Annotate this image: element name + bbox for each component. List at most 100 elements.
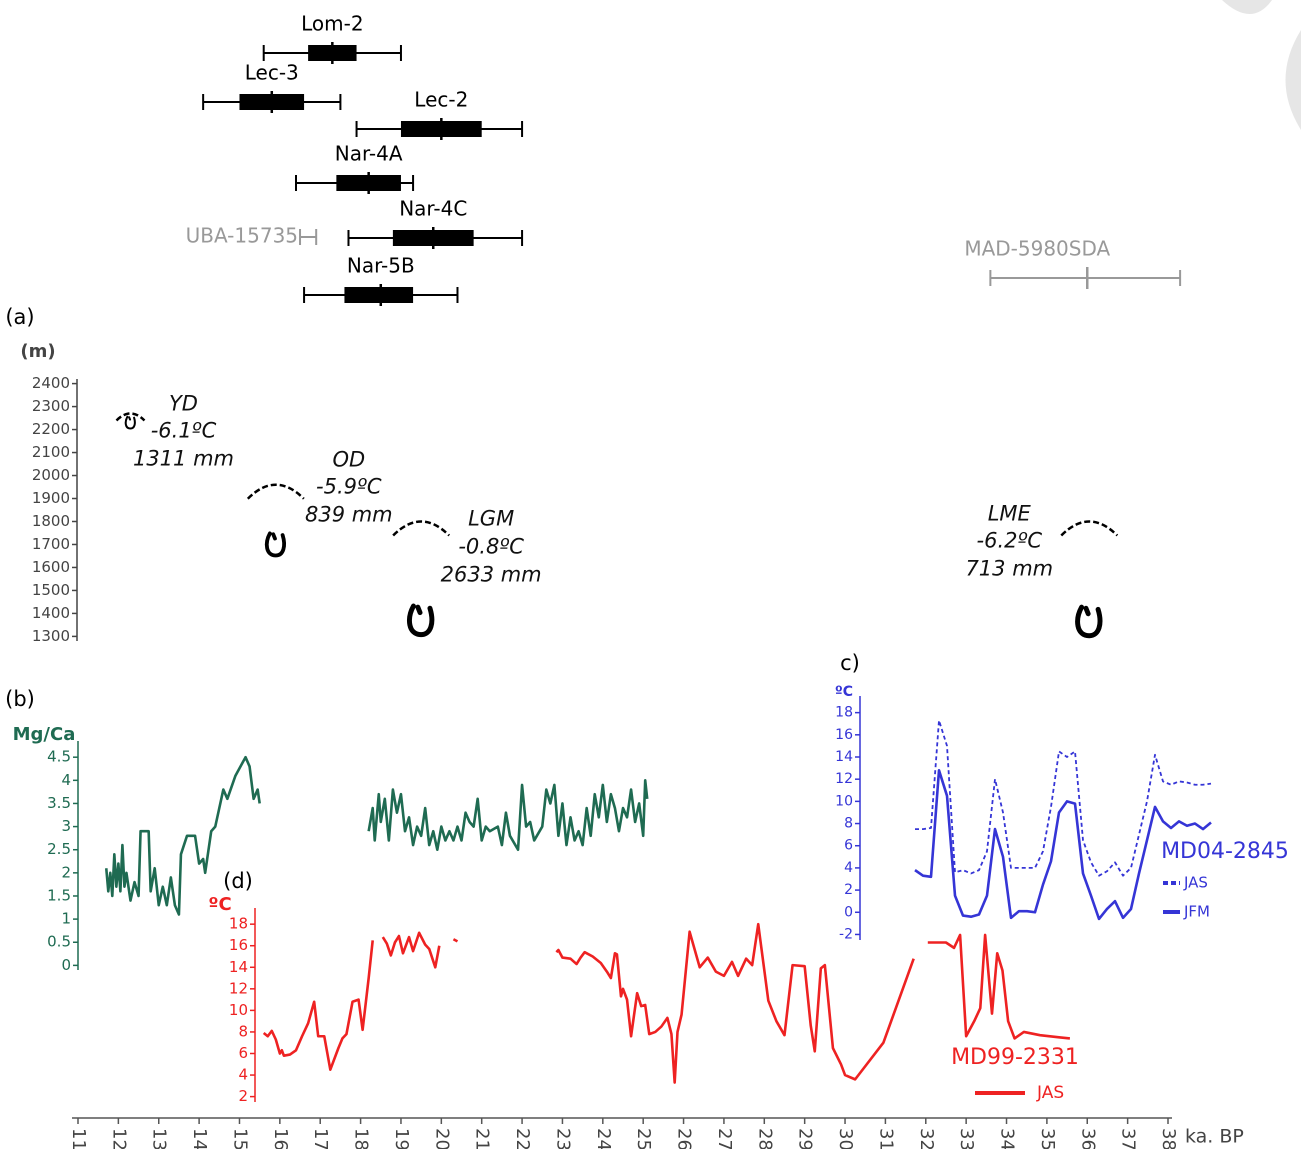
y-tick-label: 10 — [835, 793, 853, 809]
glacier-temp: -0.8ºC — [458, 534, 524, 558]
x-tick-label: 12 — [108, 1128, 129, 1149]
y-tick-label: 2 — [238, 1087, 248, 1105]
y-tick-label: 1800 — [32, 512, 70, 530]
glacier-temp: -6.1ºC — [151, 418, 217, 442]
x-tick-label: 18 — [351, 1128, 372, 1149]
y-axis-label: ºC — [835, 684, 853, 700]
data-line — [914, 769, 1212, 921]
y-tick-label: 4 — [844, 860, 853, 876]
glacier-name: LME — [988, 501, 1032, 525]
x-tick-label: 35 — [1037, 1128, 1058, 1149]
sample-label: Lec-3 — [245, 61, 299, 85]
x-tick-label: 19 — [391, 1128, 412, 1149]
x-tick-label: 38 — [1158, 1128, 1179, 1149]
corner-decoration — [1285, 30, 1301, 130]
y-tick-label: 4 — [238, 1066, 248, 1084]
y-tick-label: 1700 — [32, 535, 70, 553]
glacier-icon — [124, 415, 136, 430]
x-tick-label: 34 — [997, 1128, 1018, 1149]
y-tick-label: 0 — [844, 904, 853, 920]
x-tick-label: 20 — [431, 1128, 452, 1149]
y-tick-label: 14 — [835, 749, 853, 765]
corner-decoration — [1222, 0, 1272, 14]
glacier-name: LGM — [468, 506, 514, 530]
y-tick-label: 2100 — [32, 443, 70, 461]
legend-label: JAS — [1036, 1083, 1064, 1103]
y-tick-label: 16 — [229, 936, 248, 954]
x-tick-label: 17 — [310, 1128, 331, 1149]
glacier-temp: -5.9ºC — [316, 475, 382, 499]
y-tick-label: 2 — [844, 882, 853, 898]
legend-label: JAS — [1183, 874, 1208, 892]
x-tick-label: 11 — [68, 1128, 89, 1149]
glacier-precip: 839 mm — [305, 503, 393, 527]
data-line — [915, 719, 1212, 877]
x-tick-label: 27 — [714, 1128, 735, 1149]
y-tick-label: 1900 — [32, 489, 70, 507]
sample-label: Lec-2 — [414, 88, 468, 112]
dataset-title: MD99-2331 — [951, 1045, 1079, 1070]
y-tick-label: 1500 — [32, 581, 70, 599]
sample-label: Lom-2 — [301, 12, 363, 36]
x-tick-label: 22 — [512, 1128, 533, 1149]
y-tick-label: 8 — [844, 816, 853, 832]
y-tick-label: 0 — [61, 956, 71, 974]
x-tick-label: 16 — [270, 1128, 291, 1149]
y-tick-label: 2300 — [32, 397, 70, 415]
y-tick-label: 1600 — [32, 558, 70, 576]
x-tick-label: 33 — [956, 1128, 977, 1149]
y-tick-label: 14 — [229, 958, 248, 976]
y-tick-label: 18 — [835, 705, 853, 721]
data-line — [104, 755, 649, 916]
y-tick-label: -2 — [839, 926, 853, 942]
x-tick-label: 23 — [552, 1128, 573, 1149]
y-tick-label: 1 — [61, 910, 71, 928]
glacier-icon — [264, 531, 286, 558]
x-tick-label: 37 — [1118, 1128, 1139, 1149]
x-tick-label: 24 — [593, 1128, 614, 1149]
y-tick-label: 3 — [61, 817, 71, 835]
glacier-precip: 713 mm — [965, 556, 1053, 580]
x-tick-label: 31 — [875, 1128, 896, 1149]
glacier-precip: 2633 mm — [441, 562, 542, 586]
x-tick-label: 26 — [674, 1128, 695, 1149]
y-tick-label: 2 — [61, 863, 71, 881]
x-tick-label: 28 — [754, 1128, 775, 1149]
x-tick-label: 13 — [149, 1128, 170, 1149]
x-tick-label: 29 — [795, 1128, 816, 1149]
y-tick-label: 4 — [61, 771, 71, 789]
y-tick-label: 16 — [835, 727, 853, 743]
sample-label: Nar-4C — [399, 197, 467, 221]
ela-arc — [1060, 520, 1119, 537]
y-tick-label: 1.5 — [47, 886, 71, 904]
y-tick-label: 1300 — [32, 627, 70, 645]
sample-label: MAD-5980SDA — [964, 237, 1110, 261]
y-axis-label: (m) — [20, 341, 55, 362]
x-tick-label: 21 — [472, 1128, 493, 1149]
glacier-precip: 1311 mm — [133, 446, 234, 470]
ela-arc — [392, 520, 451, 537]
y-axis-label: Mg/Ca — [13, 724, 76, 745]
y-tick-label: 3.5 — [47, 794, 71, 812]
x-tick-label: 14 — [189, 1128, 210, 1149]
glacier-icon — [1075, 604, 1103, 639]
y-tick-label: 2200 — [32, 420, 70, 438]
dataset-title: MD04-2845 — [1161, 839, 1289, 864]
y-tick-label: 4.5 — [47, 748, 71, 766]
glacier-name: YD — [169, 391, 198, 415]
glacier-name: OD — [332, 448, 365, 472]
x-tick-label: 32 — [916, 1128, 937, 1149]
panel-label: (a) — [5, 305, 34, 329]
y-tick-label: 2.5 — [47, 840, 71, 858]
x-tick-label: 30 — [835, 1128, 856, 1149]
x-axis-label: ka. BP — [1185, 1126, 1244, 1148]
y-tick-label: 6 — [844, 838, 853, 854]
x-tick-label: 36 — [1077, 1128, 1098, 1149]
y-tick-label: 10 — [229, 1001, 248, 1019]
y-axis-label: ºC — [208, 894, 231, 915]
glacier-icon — [407, 603, 435, 638]
data-line — [262, 922, 1071, 1084]
y-tick-label: 2000 — [32, 466, 70, 484]
